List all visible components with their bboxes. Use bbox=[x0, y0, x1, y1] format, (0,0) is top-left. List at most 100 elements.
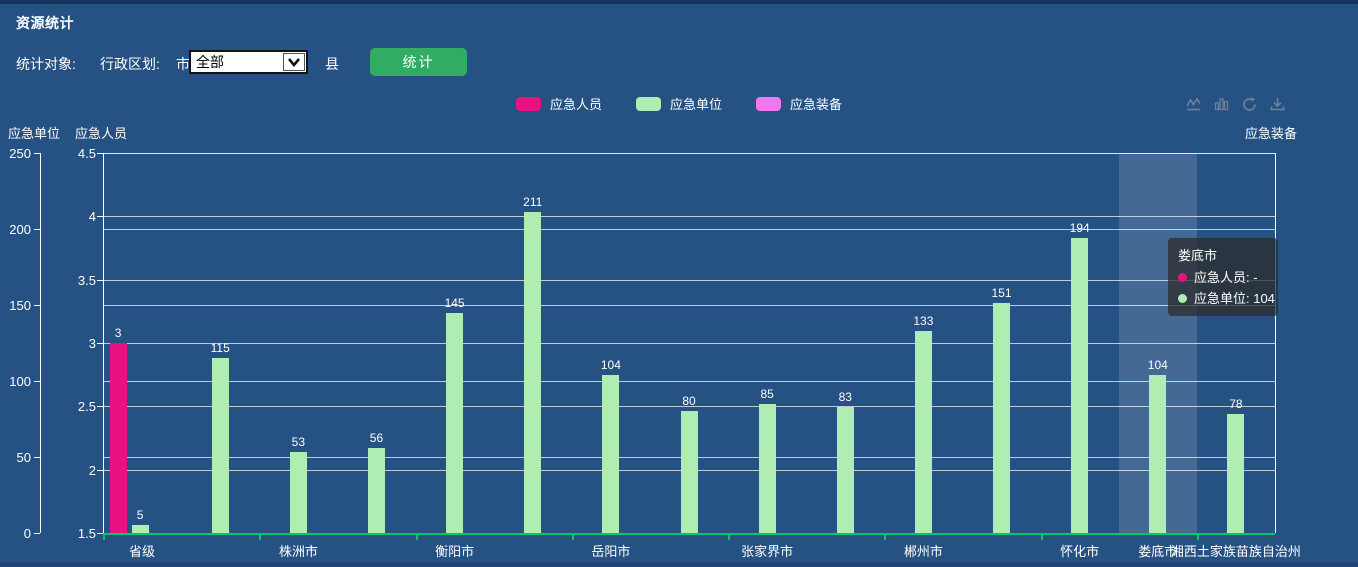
line-chart-icon[interactable] bbox=[1185, 96, 1202, 113]
legend-item-emergency-unit[interactable]: 应急单位 bbox=[635, 94, 722, 113]
yaxis-line-unit bbox=[40, 153, 41, 533]
bar-emergency-unit[interactable] bbox=[1149, 374, 1167, 533]
tooltip-row-text: 应急单位: 104 bbox=[1194, 291, 1275, 306]
bar-emergency-unit[interactable] bbox=[289, 452, 307, 533]
top-border-strip bbox=[0, 0, 1358, 4]
yaxis-name-equipment: 应急装备 bbox=[1244, 126, 1297, 141]
xaxis-line bbox=[103, 533, 1275, 535]
region-label: 行政区划: bbox=[100, 56, 160, 72]
tooltip-series-dot bbox=[1178, 273, 1187, 282]
bar-value-label: 53 bbox=[291, 435, 305, 450]
xaxis-category-label: 衡阳市 bbox=[435, 544, 475, 559]
gridline bbox=[103, 279, 1275, 281]
bar-value-label: 133 bbox=[913, 313, 934, 328]
gridline bbox=[103, 229, 1275, 230]
bar-emergency-personnel[interactable] bbox=[109, 343, 127, 533]
select-dropdown-button[interactable] bbox=[283, 53, 305, 71]
bar-emergency-unit[interactable] bbox=[914, 330, 932, 533]
yaxis-tick bbox=[97, 469, 103, 471]
bar-value-label: 211 bbox=[523, 195, 543, 210]
gridline bbox=[103, 381, 1275, 382]
legend-swatch bbox=[756, 96, 781, 111]
download-icon[interactable] bbox=[1269, 96, 1286, 113]
bar-value-label: 104 bbox=[1147, 357, 1168, 372]
xaxis-tick bbox=[1196, 535, 1199, 540]
gridline bbox=[103, 406, 1275, 408]
bar-value-label: 80 bbox=[682, 394, 696, 409]
yaxis-line-equipment bbox=[1275, 153, 1276, 533]
bar-value-label: 56 bbox=[369, 430, 384, 445]
bar-value-label: 145 bbox=[444, 295, 465, 310]
bar-emergency-unit[interactable] bbox=[1071, 238, 1089, 533]
yaxis-name-person: 应急人员 bbox=[75, 126, 128, 141]
bar-emergency-unit[interactable] bbox=[524, 212, 542, 533]
yaxis-tick-label: 150 bbox=[9, 298, 31, 313]
legend-label: 应急装备 bbox=[790, 97, 843, 112]
xaxis-category-label: 娄底市 bbox=[1138, 544, 1178, 559]
xaxis-category-label: 郴州市 bbox=[903, 544, 943, 559]
city-select[interactable]: 全部 bbox=[189, 50, 308, 74]
xaxis-tick bbox=[1040, 535, 1043, 540]
bar-emergency-unit[interactable] bbox=[758, 403, 776, 533]
yaxis-tick-label: 50 bbox=[16, 450, 31, 465]
legend-swatch bbox=[515, 96, 541, 111]
tooltip-series-dot bbox=[1178, 294, 1187, 303]
yaxis-tick bbox=[97, 533, 103, 534]
bar-emergency-unit[interactable] bbox=[1227, 414, 1245, 533]
yaxis-tick-label: 2 bbox=[88, 462, 96, 478]
yaxis-name-unit: 应急单位 bbox=[8, 126, 61, 141]
tooltip-row: 应急单位: 104 bbox=[1178, 288, 1275, 309]
yaxis-tick bbox=[97, 343, 103, 344]
xaxis-category-label: 省级 bbox=[129, 544, 156, 559]
yaxis-tick-label: 250 bbox=[9, 146, 31, 161]
tooltip-title: 娄底市 bbox=[1178, 248, 1218, 263]
bar-value-label: 85 bbox=[760, 386, 774, 401]
bar-emergency-unit[interactable] bbox=[211, 358, 229, 533]
chevron-down-icon bbox=[288, 58, 300, 67]
tooltip-row-text: 应急人员: - bbox=[1194, 270, 1258, 285]
yaxis-tick-label: 0 bbox=[23, 526, 31, 541]
bottom-border-strip bbox=[0, 562, 1358, 567]
bar-value-label: 151 bbox=[991, 286, 1012, 301]
yaxis-tick-label: 4.5 bbox=[77, 146, 96, 161]
bar-emergency-unit[interactable] bbox=[131, 525, 149, 533]
xaxis-tick bbox=[415, 535, 418, 540]
bar-emergency-unit[interactable] bbox=[993, 303, 1011, 533]
bar-emergency-unit[interactable] bbox=[446, 312, 464, 533]
bar-emergency-unit[interactable] bbox=[680, 411, 698, 533]
bar-value-label: 194 bbox=[1069, 221, 1090, 236]
bar-chart-icon[interactable] bbox=[1213, 96, 1230, 113]
legend-item-emergency-equipment[interactable]: 应急装备 bbox=[756, 94, 842, 113]
bar-emergency-unit[interactable] bbox=[836, 406, 854, 533]
yaxis-tick bbox=[97, 279, 103, 281]
bar-value-label: 83 bbox=[838, 389, 852, 404]
bar-value-label: 104 bbox=[600, 357, 621, 372]
yaxis-tick bbox=[97, 216, 103, 218]
bar-emergency-unit[interactable] bbox=[367, 447, 385, 533]
stat-button[interactable]: 统计 bbox=[370, 48, 467, 76]
yaxis-tick-label: 4 bbox=[88, 209, 96, 225]
yaxis-tick bbox=[34, 229, 40, 230]
bar-emergency-unit[interactable] bbox=[602, 374, 620, 533]
yaxis-tick bbox=[34, 533, 40, 534]
chart-toolbox bbox=[1185, 96, 1286, 113]
gridline bbox=[103, 216, 1275, 218]
yaxis-tick-label: 3.5 bbox=[77, 272, 96, 288]
yaxis-line-person bbox=[103, 153, 104, 533]
gridline bbox=[103, 343, 1275, 344]
yaxis-tick bbox=[97, 406, 103, 408]
legend-item-emergency-personnel[interactable]: 应急人员 bbox=[515, 94, 602, 113]
legend-label: 应急人员 bbox=[549, 97, 602, 112]
yaxis-tick-label: 200 bbox=[9, 222, 31, 237]
xaxis-tick bbox=[103, 535, 105, 540]
restore-icon[interactable] bbox=[1241, 96, 1258, 113]
city-label: 市 bbox=[176, 56, 190, 72]
yaxis-tick bbox=[34, 305, 40, 306]
chart-tooltip: 娄底市 应急人员: - 应急单位: 104 bbox=[1168, 238, 1278, 316]
xaxis-tick bbox=[259, 535, 262, 540]
bar-value-label: 115 bbox=[210, 341, 230, 356]
county-label: 县 bbox=[325, 56, 339, 72]
city-select-value: 全部 bbox=[196, 54, 224, 70]
